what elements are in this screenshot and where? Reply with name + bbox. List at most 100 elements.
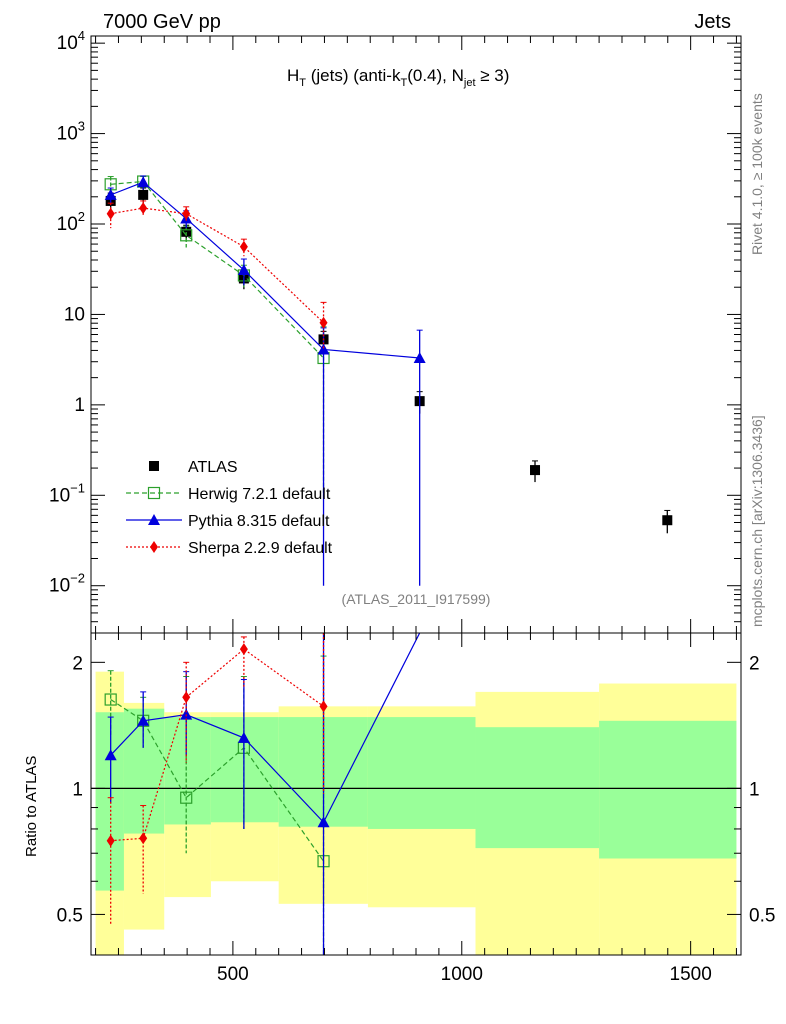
legend-marker-sherpa bbox=[150, 541, 158, 553]
atlas-point bbox=[662, 515, 673, 526]
y-tick-label: 102 bbox=[57, 209, 85, 235]
y-tick-label-base: 10 bbox=[49, 485, 70, 506]
green-band bbox=[210, 717, 279, 823]
x-tick-label: 500 bbox=[217, 964, 249, 985]
green-band bbox=[95, 712, 124, 891]
y-tick-label-base: 1 bbox=[74, 395, 85, 416]
legend-label-pythia: Pythia 8.315 default bbox=[188, 513, 330, 530]
y-tick-label: 104 bbox=[57, 28, 85, 54]
legend-entry-atlas: ATLAS bbox=[149, 459, 238, 476]
legend-label-sherpa: Sherpa 2.2.9 default bbox=[188, 540, 333, 557]
pythia-point bbox=[317, 343, 330, 355]
green-band bbox=[164, 717, 211, 825]
ratio-y-tick-label-right: 2 bbox=[749, 653, 760, 674]
herwig-point bbox=[180, 229, 193, 242]
ratio-y-tick-label-left: 1 bbox=[72, 779, 83, 800]
mcplots-reference-label: mcplots.cern.ch [arXiv:1306.3436] bbox=[749, 415, 765, 627]
ratio-y-tick-label-right: 0.5 bbox=[749, 905, 775, 926]
ratio-y-tick-label-left: 2 bbox=[72, 653, 83, 674]
herwig-ratio-line bbox=[110, 699, 325, 862]
legend-entry-sherpa: Sherpa 2.2.9 default bbox=[126, 540, 333, 557]
herwig-line bbox=[110, 180, 324, 359]
legend: ATLAS Herwig 7.2.1 default Pythia 8.315 de… bbox=[126, 459, 333, 557]
ratio-plot-area bbox=[91, 632, 741, 955]
y-tick-label: 1 bbox=[74, 395, 85, 416]
green-band bbox=[599, 720, 737, 859]
y-tick-label-exponent: 3 bbox=[78, 119, 85, 134]
y-tick-label-base: 10 bbox=[57, 33, 78, 54]
sherpa-point bbox=[182, 207, 191, 220]
legend-marker-herwig bbox=[147, 486, 161, 500]
legend-entry-herwig: Herwig 7.2.1 default bbox=[126, 486, 331, 503]
herwig-ratio-point bbox=[180, 791, 193, 804]
y-tick-label-exponent: 4 bbox=[78, 28, 85, 43]
y-tick-label: 10−1 bbox=[49, 480, 85, 506]
pythia-ratio-point bbox=[317, 816, 330, 828]
pythia-ratio-point bbox=[237, 731, 250, 743]
x-tick-label: 1000 bbox=[441, 964, 483, 985]
legend-label-herwig: Herwig 7.2.1 default bbox=[188, 486, 331, 503]
sherpa-ratio-point bbox=[139, 832, 148, 845]
legend-entry-pythia: Pythia 8.315 default bbox=[126, 513, 330, 530]
y-tick-label-base: 10 bbox=[57, 124, 78, 145]
sherpa-ratio-point bbox=[319, 700, 328, 713]
pythia-ratio-point bbox=[104, 749, 117, 761]
legend-label-atlas: ATLAS bbox=[188, 459, 238, 476]
legend-marker-pythia bbox=[148, 514, 160, 525]
ratio-panel: 0.5 0.5 1 1 2 2 500 1000 1500 Ratio to ATLAS bbox=[23, 632, 775, 985]
y-tick-label: 103 bbox=[57, 119, 85, 145]
sherpa-line bbox=[110, 207, 324, 324]
green-band bbox=[123, 708, 165, 834]
pythia-point bbox=[137, 176, 150, 188]
sherpa-ratio-point bbox=[106, 834, 115, 847]
ratio-series-pythia bbox=[104, 632, 421, 955]
herwig-ratio-point bbox=[104, 693, 117, 706]
atlas-point bbox=[530, 465, 541, 476]
series-pythia bbox=[104, 175, 426, 586]
pythia-point bbox=[237, 264, 250, 276]
sherpa-ratio-point bbox=[239, 643, 248, 656]
atlas-point bbox=[181, 226, 192, 237]
pythia-ratio-point bbox=[180, 708, 193, 720]
y-tick-label-exponent: 2 bbox=[78, 209, 85, 224]
collision-label: 7000 GeV pp bbox=[103, 11, 221, 33]
sherpa-point bbox=[319, 316, 328, 329]
y-tick-label-exponent: −1 bbox=[70, 480, 85, 495]
pythia-point bbox=[104, 188, 117, 200]
category-label: Jets bbox=[694, 11, 731, 33]
sherpa-ratio-line bbox=[110, 648, 324, 842]
uncertainty-bands bbox=[95, 671, 737, 955]
sherpa-point bbox=[239, 240, 248, 253]
ratio-series-sherpa bbox=[106, 632, 328, 926]
green-band bbox=[367, 717, 476, 829]
y-tick-label-base: 10 bbox=[49, 576, 70, 597]
pythia-ratio-point bbox=[137, 714, 150, 726]
legend-marker-atlas bbox=[149, 461, 159, 471]
y-tick-label: 10−2 bbox=[49, 571, 85, 597]
sherpa-ratio-point bbox=[182, 691, 191, 704]
atlas-point bbox=[138, 189, 149, 200]
pythia-line bbox=[110, 181, 420, 359]
series-herwig bbox=[104, 175, 330, 496]
ratio-y-tick-label-left: 0.5 bbox=[57, 905, 83, 926]
main-plot-area bbox=[104, 175, 673, 586]
ratio-y-axis-label: Ratio to ATLAS bbox=[23, 756, 40, 857]
rivet-version-label: Rivet 4.1.0, ≥ 100k events bbox=[749, 93, 765, 255]
green-band bbox=[475, 727, 600, 849]
y-tick-label-base: 10 bbox=[64, 304, 85, 325]
y-tick-label: 10 bbox=[64, 304, 85, 325]
y-tick-label-exponent: −2 bbox=[70, 571, 85, 586]
ratio-axis-ticks: 0.5 0.5 1 1 2 2 500 1000 1500 bbox=[57, 633, 775, 985]
sherpa-point bbox=[106, 207, 115, 220]
ratio-y-tick-label-right: 1 bbox=[749, 779, 760, 800]
analysis-watermark: (ATLAS_2011_I917599) bbox=[342, 591, 491, 607]
pythia-ratio-line bbox=[110, 632, 421, 824]
x-tick-label: 1500 bbox=[670, 964, 712, 985]
plot-title: HT (jets) (anti-kT(0.4), Njet ≥ 3) bbox=[287, 66, 509, 89]
y-tick-label-base: 10 bbox=[57, 214, 78, 235]
series-sherpa bbox=[106, 200, 328, 350]
pythia-point bbox=[413, 351, 426, 363]
